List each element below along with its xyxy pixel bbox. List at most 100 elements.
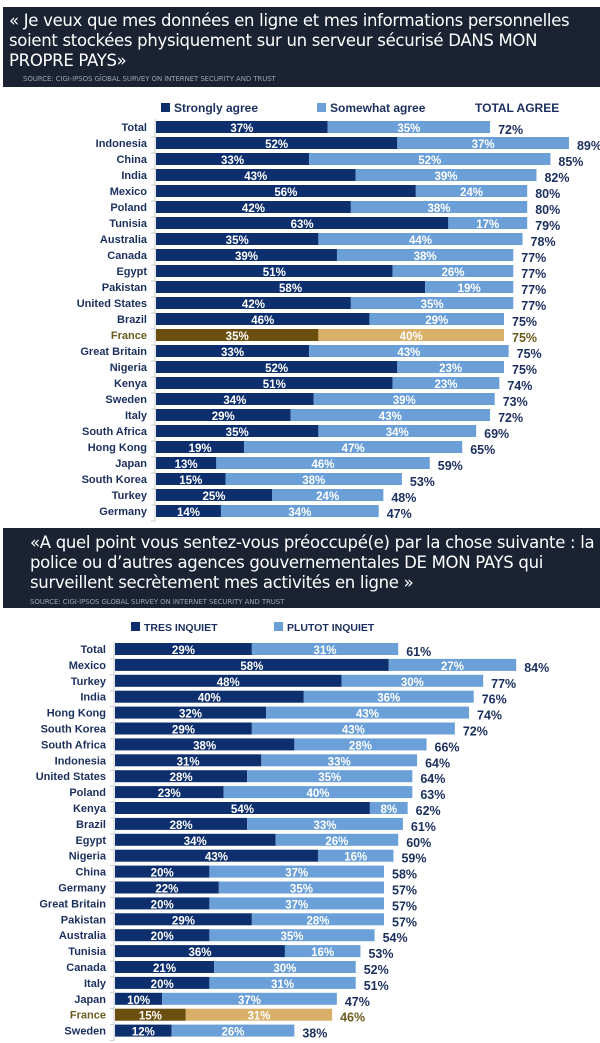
category-label: Canada bbox=[107, 250, 148, 262]
category-label: China bbox=[116, 154, 147, 166]
bar-segment-dark bbox=[115, 1024, 172, 1037]
bar-segment-light bbox=[247, 770, 413, 783]
bar-row-australia: Australia 20% 35% 54% bbox=[59, 929, 408, 946]
legend-swatch-light bbox=[274, 622, 283, 631]
bar-row-south-korea: South Korea 29% 43% 72% bbox=[41, 722, 488, 739]
bar-segment-dark bbox=[156, 153, 310, 165]
bar-value-label-light: 26% bbox=[325, 836, 348, 848]
total-value-label: 74% bbox=[507, 379, 532, 393]
category-label: South Korea bbox=[82, 474, 148, 486]
category-label: Mexico bbox=[69, 660, 107, 672]
bar-value-label-dark: 63% bbox=[291, 219, 314, 231]
bar-row-egypt: Egypt 51% 26% 77% bbox=[116, 265, 546, 282]
bar-value-label-light: 40% bbox=[400, 331, 423, 343]
bar-segment-dark bbox=[156, 201, 351, 213]
bar-segment-light bbox=[369, 802, 408, 814]
bar-value-label-light: 44% bbox=[409, 235, 432, 247]
bar-value-label-light: 43% bbox=[397, 347, 420, 359]
total-value-label: 69% bbox=[484, 427, 509, 441]
bar-segment-dark bbox=[156, 233, 319, 245]
category-label: Egypt bbox=[116, 266, 147, 278]
bar-value-label-dark: 29% bbox=[212, 411, 235, 423]
bar-segment-dark bbox=[156, 169, 356, 181]
bar-row-south-africa: South Africa 35% 34% 69% bbox=[82, 425, 509, 442]
bar-row-total: Total 37% 35% 72% bbox=[122, 121, 523, 138]
bar-segment-dark bbox=[115, 658, 389, 671]
chart2-header-banner: «A quel point vous sentez-vous préoccupé… bbox=[3, 528, 600, 608]
bar-row-india: India 43% 39% 82% bbox=[121, 169, 570, 186]
bar-value-label-dark: 21% bbox=[153, 963, 176, 975]
bar-value-label-light: 35% bbox=[397, 123, 420, 135]
bar-value-label-dark: 20% bbox=[151, 979, 174, 991]
chart1-stacked-bar-chart: Strongly agree Somewhat agree TOTAL AGREE T… bbox=[77, 101, 600, 522]
bar-segment-light bbox=[209, 897, 385, 910]
total-value-label: 63% bbox=[420, 788, 445, 802]
bar-value-label-light: 35% bbox=[280, 931, 303, 943]
category-label: United States bbox=[77, 298, 147, 310]
bar-value-label-dark: 28% bbox=[170, 820, 193, 832]
bar-segment-light bbox=[355, 169, 537, 181]
category-label: Mexico bbox=[110, 186, 148, 198]
chart2-source-note: SOURCE: CIGI-IPSOS GLOBAL SURVEY ON INTE… bbox=[30, 598, 285, 606]
legend-swatch-dark bbox=[131, 622, 140, 631]
total-value-label: 57% bbox=[392, 884, 417, 898]
bar-value-label-dark: 29% bbox=[172, 645, 195, 657]
bar-value-label-light: 30% bbox=[273, 963, 296, 975]
bar-value-label-light: 39% bbox=[393, 395, 416, 407]
bar-segment-dark bbox=[156, 137, 398, 149]
category-label: Indonesia bbox=[96, 138, 148, 150]
category-label: Brazil bbox=[117, 314, 147, 326]
bar-segment-dark bbox=[156, 329, 319, 341]
bar-segment-dark bbox=[156, 265, 393, 277]
bar-row-egypt: Egypt 34% 26% 60% bbox=[75, 833, 431, 851]
bar-segment-light bbox=[216, 457, 430, 469]
bar-value-label-dark: 35% bbox=[226, 235, 249, 247]
category-label: Kenya bbox=[73, 803, 107, 815]
total-value-label: 75% bbox=[512, 363, 537, 377]
bar-row-united-states: United States 42% 35% 77% bbox=[77, 297, 546, 314]
bar-row-australia: Australia 35% 44% 78% bbox=[100, 233, 556, 250]
bar-segment-dark bbox=[115, 754, 262, 767]
bar-value-label-light: 37% bbox=[285, 868, 308, 880]
bar-value-label-dark: 31% bbox=[177, 756, 200, 768]
bar-segment-dark bbox=[115, 643, 252, 655]
legend: Strongly agree Somewhat agree bbox=[161, 101, 426, 115]
bar-segment-dark bbox=[156, 377, 393, 389]
bar-value-label-light: 31% bbox=[271, 979, 294, 991]
bar-value-label-dark: 43% bbox=[205, 852, 228, 864]
bar-value-label-dark: 42% bbox=[242, 299, 265, 311]
category-label: India bbox=[121, 170, 148, 182]
category-label: Canada bbox=[66, 962, 107, 974]
total-value-label: 84% bbox=[524, 661, 549, 675]
bar-value-label-dark: 42% bbox=[242, 203, 265, 215]
bar-segment-light bbox=[225, 473, 402, 485]
bar-segment-dark bbox=[156, 393, 314, 405]
bar-segment-light bbox=[303, 690, 474, 703]
bar-row-sweden: Sweden 12% 26% 38% bbox=[64, 1024, 327, 1041]
category-label: Tunisia bbox=[68, 946, 107, 958]
category-label: South Korea bbox=[41, 724, 107, 736]
bar-segment-light bbox=[251, 913, 385, 926]
bar-segment-dark bbox=[156, 121, 328, 133]
bar-segment-dark bbox=[115, 865, 210, 878]
category-label: Sweden bbox=[64, 1026, 106, 1038]
bar-value-label-dark: 52% bbox=[265, 363, 288, 375]
bar-segment-dark bbox=[115, 786, 224, 799]
bar-value-label-light: 38% bbox=[302, 475, 325, 487]
bar-value-label-light: 26% bbox=[221, 1027, 244, 1039]
bar-row-hong-kong: Hong Kong 32% 43% 74% bbox=[47, 706, 502, 723]
bar-row-china: China 20% 37% 58% bbox=[75, 865, 417, 882]
legend-label: TRES INQUIET bbox=[144, 622, 218, 634]
bar-segment-dark bbox=[115, 881, 219, 894]
bar-segment-dark bbox=[156, 489, 272, 501]
bar-value-label-dark: 19% bbox=[189, 443, 212, 455]
bar-row-indonesia: Indonesia 31% 33% 64% bbox=[55, 754, 450, 771]
bar-segment-dark bbox=[115, 833, 276, 846]
total-value-label: 75% bbox=[512, 331, 537, 345]
bar-segment-dark bbox=[115, 961, 215, 973]
total-value-label: 59% bbox=[438, 459, 463, 473]
bar-value-label-light: 34% bbox=[386, 427, 409, 439]
bar-value-label-dark: 15% bbox=[139, 1011, 162, 1023]
bar-row-tunisia: Tunisia 36% 16% 53% bbox=[68, 945, 393, 962]
bar-segment-dark bbox=[156, 281, 426, 293]
